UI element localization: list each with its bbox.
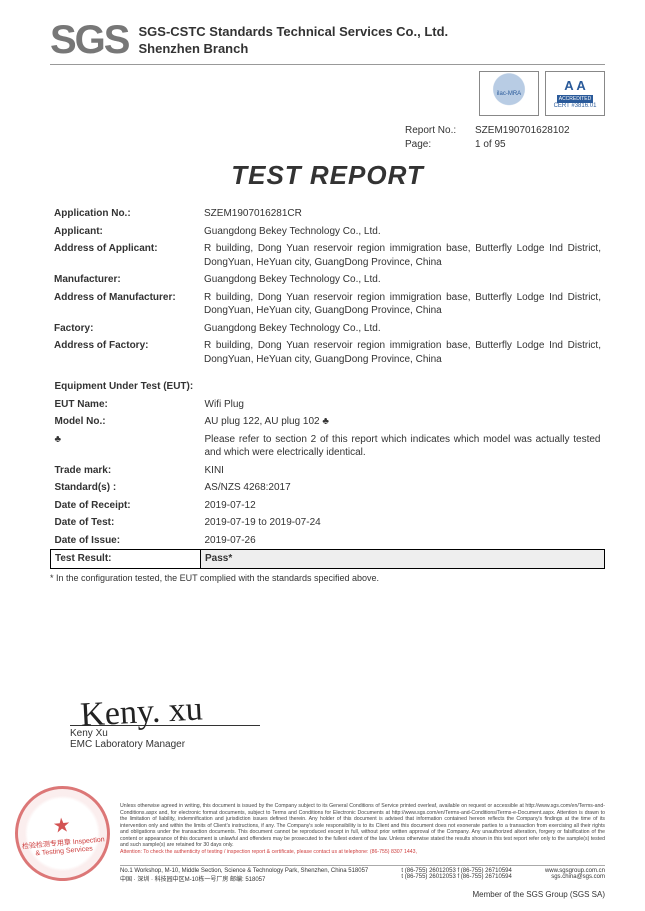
eut-field-value: AS/NZS 4268:2017 xyxy=(201,479,605,497)
signature-script: Keny. xu xyxy=(79,669,605,734)
page-label: Page: xyxy=(405,138,475,152)
applicant-field-row: Address of Applicant:R building, Dong Yu… xyxy=(50,240,605,271)
applicant-field-label: Factory: xyxy=(50,320,200,338)
inspection-stamp: ★ 检验检测专用章 Inspection & Testing Services xyxy=(11,782,114,885)
applicant-field-value: R building, Dong Yuan reservoir region i… xyxy=(200,289,605,320)
applicant-field-label: Manufacturer: xyxy=(50,271,200,289)
header: SGS SGS-CSTC Standards Technical Service… xyxy=(50,20,605,65)
a2la-badge: A A ACCREDITED CERT #3816.01 xyxy=(545,71,605,116)
applicant-field-value: Guangdong Bekey Technology Co., Ltd. xyxy=(200,271,605,289)
company-name-block: SGS-CSTC Standards Technical Services Co… xyxy=(138,20,448,58)
eut-field-value: KINI xyxy=(201,462,605,480)
result-footnote: * In the configuration tested, the EUT c… xyxy=(50,573,605,583)
company-line-1: SGS-CSTC Standards Technical Services Co… xyxy=(138,24,448,41)
company-line-2: Shenzhen Branch xyxy=(138,41,448,58)
applicant-field-row: Manufacturer:Guangdong Bekey Technology … xyxy=(50,271,605,289)
applicant-field-row: Application No.:SZEM1907016281CR xyxy=(50,205,605,223)
signature-block: Keny. xu Keny Xu EMC Laboratory Manager xyxy=(70,683,605,750)
signatory-role: EMC Laboratory Manager xyxy=(70,739,605,750)
test-result-row: Test Result: Pass* xyxy=(51,550,605,569)
applicant-field-label: Application No.: xyxy=(50,205,200,223)
eut-field-label: Date of Receipt: xyxy=(51,497,201,515)
a2la-accredited-bar: ACCREDITED xyxy=(557,95,594,103)
eut-field-value: Wifi Plug xyxy=(201,396,605,414)
applicant-field-value: SZEM1907016281CR xyxy=(200,205,605,223)
ilac-label: ilac-MRA xyxy=(497,91,521,97)
eut-field-label: Trade mark: xyxy=(51,462,201,480)
test-result-label: Test Result: xyxy=(51,550,201,569)
eut-field-value: AU plug 122, AU plug 102 ♣ xyxy=(201,413,605,431)
accreditation-badges: ilac-MRA A A ACCREDITED CERT #3816.01 xyxy=(50,71,605,116)
applicant-field-row: Applicant:Guangdong Bekey Technology Co.… xyxy=(50,223,605,241)
report-no-label: Report No.: xyxy=(405,124,475,138)
eut-field-value: 2019-07-12 xyxy=(201,497,605,515)
disclaimer-fine-print: Unless otherwise agreed in writing, this… xyxy=(120,803,605,855)
eut-field-value: 2019-07-19 to 2019-07-24 xyxy=(201,514,605,532)
eut-field-row: ♣Please refer to section 2 of this repor… xyxy=(51,431,605,462)
applicant-field-row: Address of Factory:R building, Dong Yuan… xyxy=(50,337,605,368)
applicant-field-value: R building, Dong Yuan reservoir region i… xyxy=(200,240,605,271)
fine-print-body: Unless otherwise agreed in writing, this… xyxy=(120,803,605,848)
eut-field-label: Model No.: xyxy=(51,413,201,431)
applicant-field-label: Address of Factory: xyxy=(50,337,200,368)
eut-heading: Equipment Under Test (EUT): xyxy=(51,374,605,396)
member-line: Member of the SGS Group (SGS SA) xyxy=(473,890,606,899)
eut-field-row: Date of Issue:2019-07-26 xyxy=(51,532,605,550)
applicant-field-value: Guangdong Bekey Technology Co., Ltd. xyxy=(200,223,605,241)
applicant-field-label: Applicant: xyxy=(50,223,200,241)
eut-field-row: EUT Name:Wifi Plug xyxy=(51,396,605,414)
a2la-big: A A xyxy=(564,78,585,93)
eut-field-label: Date of Issue: xyxy=(51,532,201,550)
a2la-cert-number: CERT #3816.01 xyxy=(554,103,597,109)
eut-field-row: Trade mark:KINI xyxy=(51,462,605,480)
page-value: 1 of 95 xyxy=(475,138,595,152)
tel-line-2: t (86-755) 26012053 f (86-755) 26710594 xyxy=(401,874,511,880)
eut-field-label: ♣ xyxy=(51,431,201,462)
address-cn: 中国 · 深圳 · 科技园中区M-10栋一号厂房 邮编: 518057 xyxy=(120,874,368,883)
contact-strip: No.1 Workshop, M-10, Middle Section, Sci… xyxy=(120,865,605,883)
applicant-field-label: Address of Manufacturer: xyxy=(50,289,200,320)
eut-fields: Equipment Under Test (EUT): EUT Name:Wif… xyxy=(50,374,605,569)
eut-field-label: Date of Test: xyxy=(51,514,201,532)
sgs-logo: SGS xyxy=(50,20,128,60)
eut-field-value: Please refer to section 2 of this report… xyxy=(201,431,605,462)
applicant-field-row: Address of Manufacturer:R building, Dong… xyxy=(50,289,605,320)
document-title: TEST REPORT xyxy=(50,160,605,191)
applicant-fields: Application No.:SZEM1907016281CRApplican… xyxy=(50,205,605,368)
eut-field-row: Model No.:AU plug 122, AU plug 102 ♣ xyxy=(51,413,605,431)
eut-field-row: Date of Test:2019-07-19 to 2019-07-24 xyxy=(51,514,605,532)
eut-field-row: Standard(s) :AS/NZS 4268:2017 xyxy=(51,479,605,497)
applicant-field-value: Guangdong Bekey Technology Co., Ltd. xyxy=(200,320,605,338)
ilac-mra-badge: ilac-MRA xyxy=(479,71,539,116)
report-no-value: SZEM190701628102 xyxy=(475,124,595,138)
fine-print-attention: Attention: To check the authenticity of … xyxy=(120,849,417,855)
eut-field-label: Standard(s) : xyxy=(51,479,201,497)
applicant-field-row: Factory:Guangdong Bekey Technology Co., … xyxy=(50,320,605,338)
email: sgs.china@sgs.com xyxy=(545,874,605,880)
eut-field-label: EUT Name: xyxy=(51,396,201,414)
eut-field-value: 2019-07-26 xyxy=(201,532,605,550)
eut-field-row: Date of Receipt:2019-07-12 xyxy=(51,497,605,515)
test-result-value: Pass* xyxy=(201,550,605,569)
report-meta: Report No.: SZEM190701628102 Page: 1 of … xyxy=(50,124,605,152)
applicant-field-value: R building, Dong Yuan reservoir region i… xyxy=(200,337,605,368)
applicant-field-label: Address of Applicant: xyxy=(50,240,200,271)
